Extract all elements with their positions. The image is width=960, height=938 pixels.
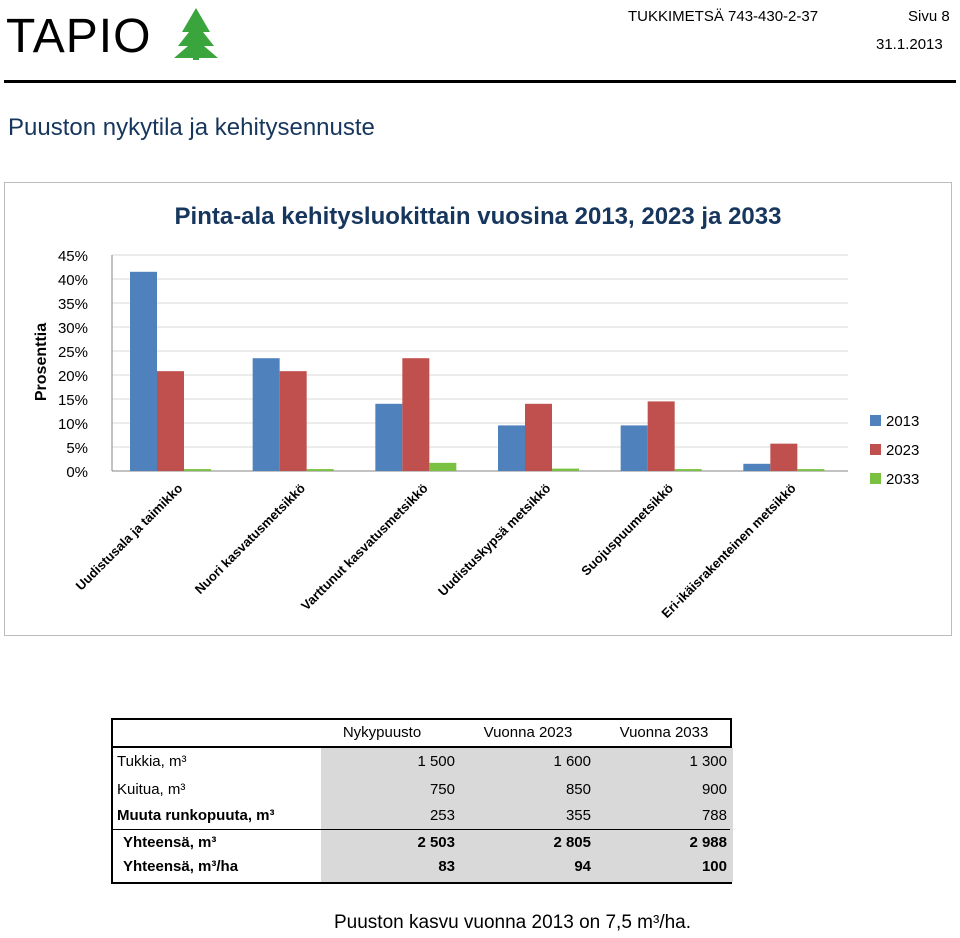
tapio-logo: TAPIO xyxy=(6,8,218,62)
shade-col-1 xyxy=(321,748,459,882)
logo-wordmark: TAPIO xyxy=(6,10,151,62)
bar-2023-6 xyxy=(770,443,798,471)
legend-swatch xyxy=(870,444,881,455)
y-tick-label: 45% xyxy=(58,248,88,265)
legend: 2013 2023 2033 xyxy=(870,413,919,488)
category-labels: Uudistusala ja taimikko Nuori kasvatusmet… xyxy=(73,480,799,620)
y-tick-label: 35% xyxy=(58,296,88,313)
bar-2023-2 xyxy=(279,371,307,471)
bar-2023-3 xyxy=(402,358,430,471)
row-label: Kuitua, m³ xyxy=(117,781,186,798)
category-label: Suojuspuumetsikkö xyxy=(578,480,676,578)
bar-2033-2 xyxy=(306,469,334,471)
section-title: Puuston nykytila ja kehitysennuste xyxy=(8,114,375,141)
y-tick-label: 0% xyxy=(66,464,88,481)
bar-2013-2 xyxy=(252,358,280,471)
totals-divider xyxy=(113,829,730,830)
table-header: Nykypuusto xyxy=(342,724,422,741)
bar-2023-5 xyxy=(647,401,675,471)
cell: 850 xyxy=(565,781,591,798)
total-label: Yhteensä, m³ xyxy=(123,834,217,851)
chart-title: Pinta-ala kehitysluokittain vuosina 2013… xyxy=(175,203,782,230)
y-tick-label: 25% xyxy=(58,344,88,361)
cell: 1 600 xyxy=(553,753,591,770)
shade-col-3 xyxy=(595,748,733,882)
y-ticks: 45% 40% 35% 30% 25% 20% 15% 10% 5% 0% xyxy=(58,248,88,481)
tree-icon xyxy=(174,8,218,60)
y-axis-title: Prosenttia xyxy=(33,323,50,401)
bars xyxy=(130,271,825,471)
total-cell: 2 988 xyxy=(689,834,727,851)
document-id: TUKKIMETSÄ 743-430-2-37 xyxy=(628,8,819,25)
page-number: Sivu 8 xyxy=(908,8,950,25)
category-label: Eri-ikäisrakenteinen metsikkö xyxy=(658,480,798,620)
total-cell: 2 805 xyxy=(553,834,591,851)
bar-2033-5 xyxy=(674,469,702,471)
bar-2033-6 xyxy=(797,469,825,471)
y-tick-label: 5% xyxy=(66,440,88,457)
bar-2013-5 xyxy=(620,425,648,471)
bar-2033-1 xyxy=(184,469,211,471)
cell: 355 xyxy=(565,807,591,824)
bar-2023-1 xyxy=(157,371,184,471)
bar-2013-1 xyxy=(130,271,157,471)
bar-2013-4 xyxy=(498,425,525,471)
y-tick-label: 40% xyxy=(58,272,88,289)
category-label: Uudistusala ja taimikko xyxy=(73,480,186,593)
gridlines xyxy=(111,254,848,472)
legend-label: 2033 xyxy=(886,471,919,488)
y-tick-label: 30% xyxy=(58,320,88,337)
header-rule xyxy=(4,80,956,83)
cell: 900 xyxy=(701,781,727,798)
shade-col-2 xyxy=(459,748,597,882)
table-header: Vuonna 2023 xyxy=(483,724,573,741)
category-label: Varttunut kasvatusmetsikkö xyxy=(298,480,431,613)
row-label: Muuta runkopuuta, m³ xyxy=(117,807,275,824)
total-cell: 94 xyxy=(574,858,591,875)
legend-swatch xyxy=(870,473,881,484)
growth-note: Puuston kasvu vuonna 2013 on 7,5 m³/ha. xyxy=(334,912,692,933)
total-cell: 100 xyxy=(701,858,727,875)
document-date: 31.1.2013 xyxy=(876,36,943,53)
legend-label: 2013 xyxy=(886,413,919,430)
legend-label: 2023 xyxy=(886,442,919,459)
cell: 788 xyxy=(701,807,727,824)
area-by-class-chart: Pinta-ala kehitysluokittain vuosina 2013… xyxy=(33,203,919,621)
cell: 750 xyxy=(429,781,455,798)
y-tick-label: 10% xyxy=(58,416,88,433)
table-header: Vuonna 2033 xyxy=(619,724,709,741)
volume-table: Nykypuusto Vuonna 2023 Vuonna 2033 Tukki… xyxy=(111,718,733,884)
bar-2023-4 xyxy=(525,403,552,471)
bar-2013-3 xyxy=(375,403,403,471)
category-label: Uudistuskypsä metsikkö xyxy=(435,480,553,598)
y-tick-label: 15% xyxy=(58,392,88,409)
legend-swatch xyxy=(870,415,881,426)
cell: 253 xyxy=(429,807,455,824)
table-header-rule xyxy=(113,746,730,748)
bar-2033-4 xyxy=(552,468,579,471)
category-label: Nuori kasvatusmetsikkö xyxy=(192,480,308,596)
cell: 1 500 xyxy=(417,753,455,770)
y-tick-label: 20% xyxy=(58,368,88,385)
total-cell: 2 503 xyxy=(417,834,455,851)
bar-2013-6 xyxy=(743,463,771,471)
bar-2033-3 xyxy=(429,462,457,471)
cell: 1 300 xyxy=(689,753,727,770)
total-label: Yhteensä, m³/ha xyxy=(123,858,239,875)
row-label: Tukkia, m³ xyxy=(117,753,187,770)
total-cell: 83 xyxy=(438,858,455,875)
